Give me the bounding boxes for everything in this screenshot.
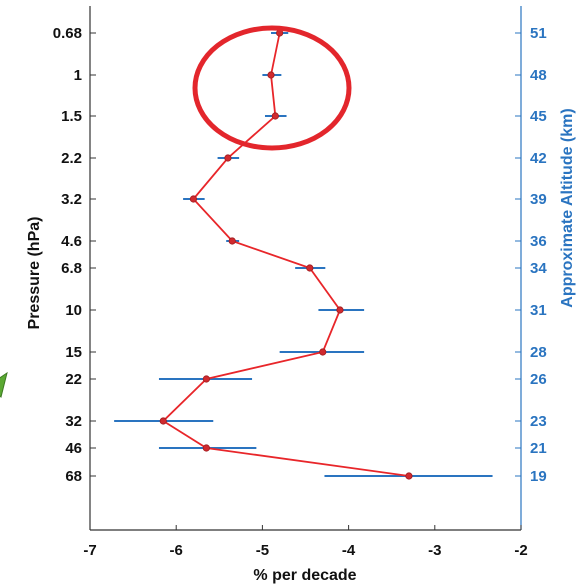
pressure-tick-label: 10 bbox=[65, 302, 82, 319]
x-tick-label: -7 bbox=[83, 542, 96, 559]
x-tick-label: -6 bbox=[170, 542, 183, 559]
altitude-tick-label: 51 bbox=[530, 25, 547, 42]
pressure-tick-label: 3.2 bbox=[61, 191, 82, 208]
x-tick-label: -4 bbox=[342, 542, 356, 559]
pressure-tick-label: 32 bbox=[65, 413, 82, 430]
data-point bbox=[224, 154, 232, 162]
annotations bbox=[0, 371, 8, 398]
data-point bbox=[267, 71, 275, 79]
data-point bbox=[336, 306, 344, 314]
errorbars bbox=[114, 32, 493, 477]
pressure-tick-label: 1 bbox=[74, 67, 82, 84]
data-point bbox=[306, 264, 314, 272]
altitude-tick-label: 34 bbox=[530, 260, 547, 277]
altitude-tick-label: 42 bbox=[530, 150, 547, 167]
pressure-tick-label: 46 bbox=[65, 440, 82, 457]
altitude-tick-label: 19 bbox=[530, 468, 547, 485]
y-ticks-left: 0.68 1 1.5 2.2 3.2 4.6 6.8 10 15 22 32 46 68 bbox=[53, 25, 96, 485]
altitude-tick-label: 26 bbox=[530, 371, 547, 388]
left-axis-title: Pressure (hPa) bbox=[26, 217, 43, 330]
x-tick-label: -3 bbox=[428, 542, 441, 559]
highlight-circle bbox=[192, 25, 352, 151]
x-ticks: -7 -6 -5 -4 -3 -2 bbox=[83, 525, 528, 559]
pressure-tick-label: 68 bbox=[65, 468, 82, 485]
data-point bbox=[319, 348, 327, 356]
data-point bbox=[189, 195, 198, 203]
altitude-tick-label: 45 bbox=[530, 108, 547, 125]
pressure-tick-label: 0.68 bbox=[53, 25, 82, 42]
altitude-tick-label: 36 bbox=[530, 233, 547, 250]
x-tick-label: -2 bbox=[514, 542, 527, 559]
markers bbox=[159, 29, 413, 480]
data-point bbox=[405, 472, 413, 480]
green-arrow-icon bbox=[0, 371, 8, 398]
data-point bbox=[228, 237, 236, 245]
y-ticks-right: 51 48 45 42 39 36 34 31 28 26 23 21 19 bbox=[515, 25, 547, 485]
pressure-tick-label: 6.8 bbox=[61, 260, 82, 277]
data-point bbox=[271, 112, 279, 120]
altitude-tick-label: 48 bbox=[530, 67, 547, 84]
altitude-tick-label: 21 bbox=[530, 440, 547, 457]
pressure-tick-label: 22 bbox=[65, 371, 82, 388]
pressure-tick-label: 2.2 bbox=[61, 150, 82, 167]
series-line bbox=[161, 32, 410, 477]
pressure-tick-label: 1.5 bbox=[61, 108, 82, 125]
x-tick-label: -5 bbox=[256, 542, 269, 559]
altitude-tick-label: 28 bbox=[530, 344, 547, 361]
altitude-tick-label: 23 bbox=[530, 413, 547, 430]
x-axis-title: % per decade bbox=[253, 567, 356, 584]
data-point bbox=[159, 417, 167, 425]
altitude-tick-label: 31 bbox=[530, 302, 547, 319]
right-axis-title: Approximate Altitude (km) bbox=[559, 108, 576, 307]
pressure-tick-label: 15 bbox=[65, 344, 82, 361]
data-point bbox=[202, 444, 210, 452]
altitude-tick-label: 39 bbox=[530, 191, 547, 208]
pressure-tick-label: 4.6 bbox=[61, 233, 82, 250]
data-point bbox=[202, 375, 210, 383]
